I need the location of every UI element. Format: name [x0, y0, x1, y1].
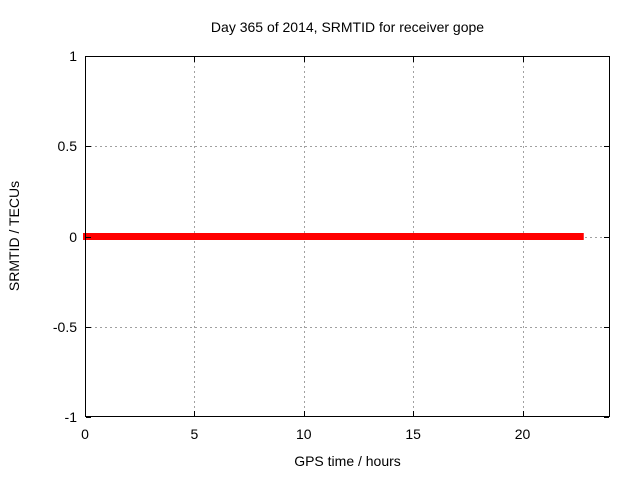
- chart-title: Day 365 of 2014, SRMTID for receiver gop…: [210, 19, 485, 35]
- y-tick-label: 0.5: [57, 138, 77, 155]
- plot-area: [83, 56, 610, 418]
- x-tick-label: 10: [295, 426, 312, 442]
- x-tick-label: 20: [514, 426, 531, 442]
- y-tick-label: 0: [69, 228, 77, 245]
- x-axis-label: GPS time / hours: [294, 453, 401, 469]
- x-tick-label: 15: [405, 426, 421, 442]
- y-tick-label: 1: [69, 48, 77, 64]
- plot-border: [85, 56, 610, 417]
- y-tick-label: -0.5: [52, 318, 77, 335]
- x-tick-label: 0: [81, 426, 89, 442]
- x-tick-label: 5: [190, 426, 199, 442]
- y-axis-label: SRMTID / TECUs: [6, 180, 22, 292]
- y-tick-label: -1: [64, 409, 77, 425]
